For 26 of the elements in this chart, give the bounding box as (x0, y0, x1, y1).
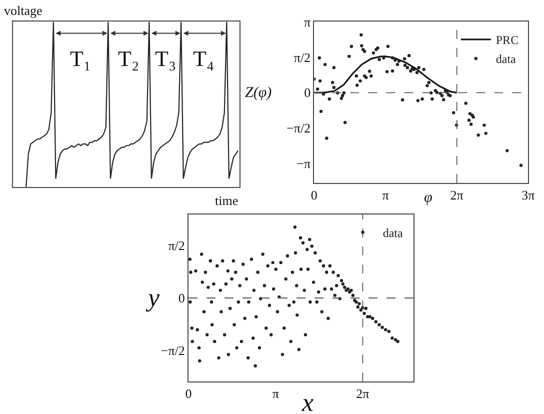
y-axis-title: voltage (4, 3, 42, 18)
y-tick-label: π/2 (294, 50, 311, 65)
legend-label: PRC (496, 33, 519, 48)
x-tick-label: 2π (356, 386, 370, 402)
x-tick-label: π (272, 386, 280, 402)
y-tick-label: π (304, 14, 311, 30)
x-axis-title: time (215, 193, 238, 208)
y-tick-label: −π (296, 156, 311, 172)
annotation: T₃ (155, 46, 176, 71)
y-tick-label: π/2 (168, 238, 185, 254)
annotation: T₂ (118, 46, 140, 71)
annotation: T₁ (70, 46, 92, 71)
x-tick-label: 2π (450, 188, 464, 203)
y-tick-label: 0 (178, 290, 185, 306)
annotation: T₄ (193, 46, 214, 71)
x-axis-title: φ (424, 190, 432, 206)
y-axis-title: Z(φ) (245, 85, 272, 101)
x-tick-label: π (382, 188, 390, 203)
legend-label: data (496, 52, 517, 66)
y-axis-title: y (145, 283, 160, 312)
x-axis-title: x (301, 388, 314, 414)
y-tick-label: −π/2 (160, 343, 185, 358)
x-tick-label: 3π (522, 188, 536, 203)
y-tick-label: −π/2 (286, 120, 311, 136)
legend-label: data (382, 226, 404, 240)
y-tick-label: 0 (304, 85, 311, 100)
